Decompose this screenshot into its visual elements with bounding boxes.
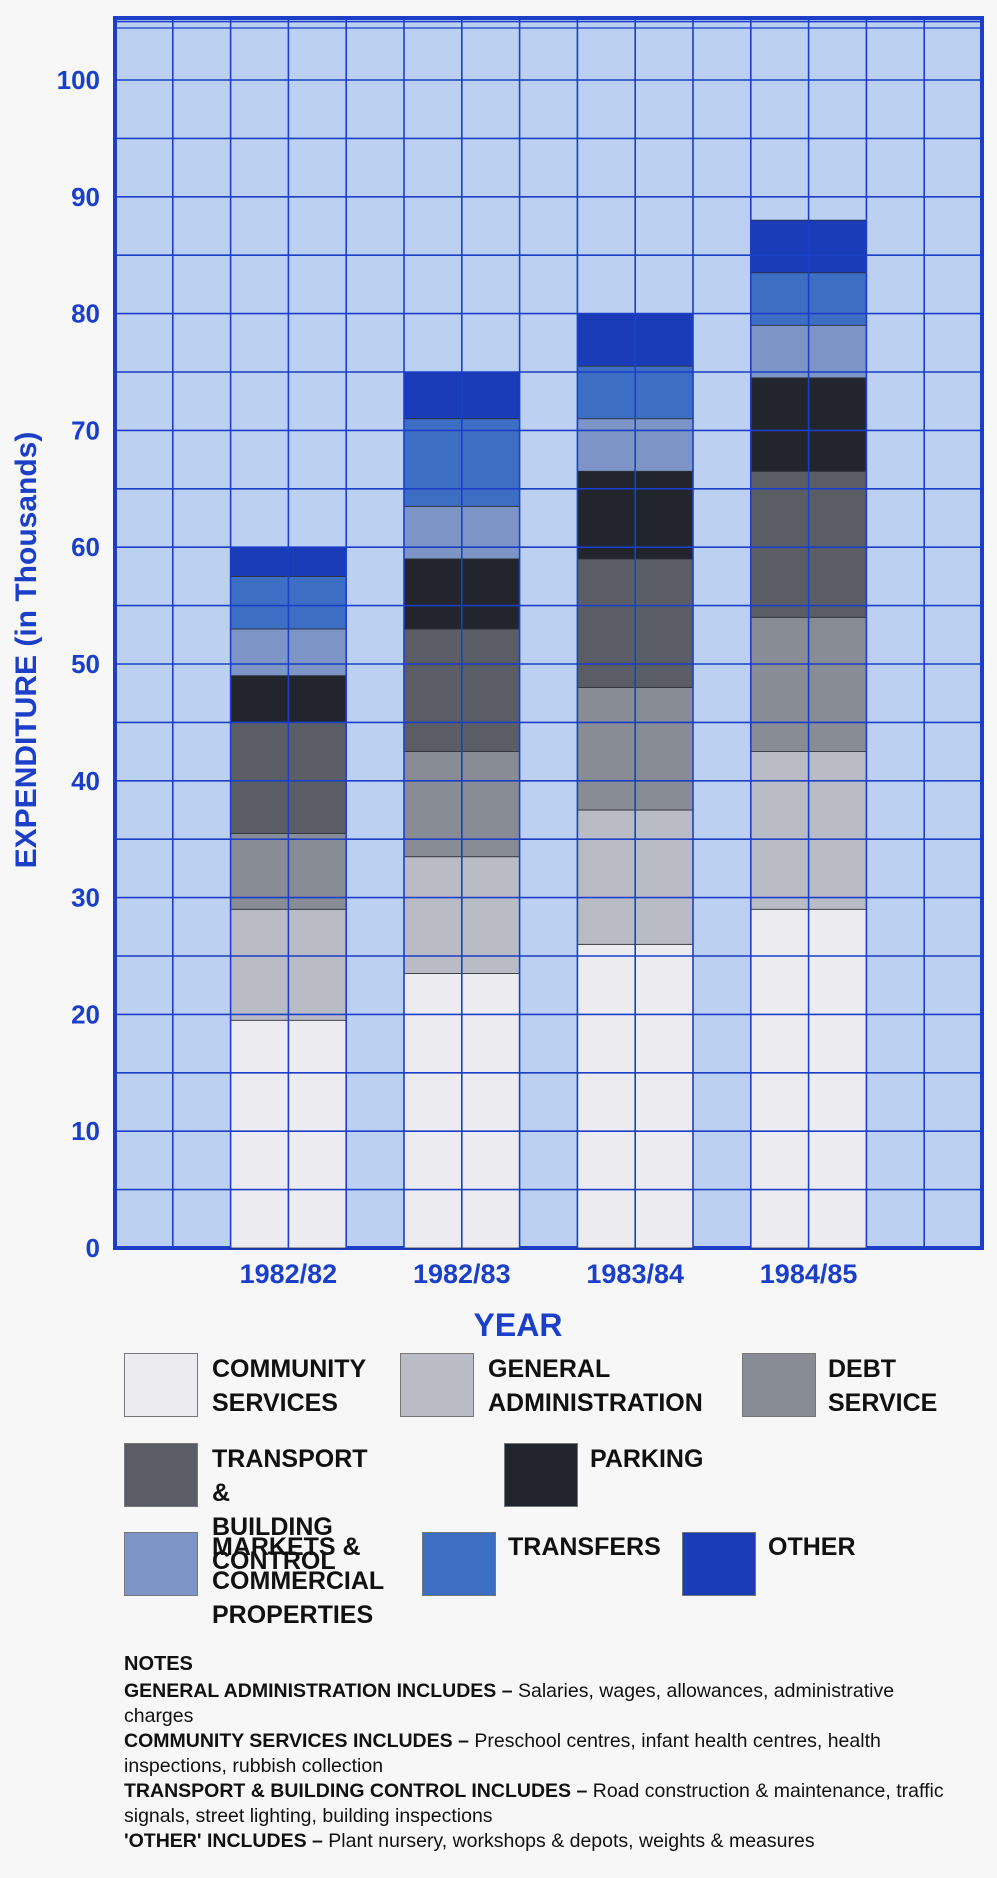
- legend-swatch: [124, 1353, 198, 1417]
- note-value: Plant nursery, workshops & depots, weigh…: [328, 1830, 815, 1852]
- y-tick-label: 30: [71, 883, 100, 913]
- x-tick-label: 1982/83: [413, 1259, 511, 1289]
- y-tick-label: 90: [71, 182, 100, 212]
- y-tick-label: 40: [71, 766, 100, 796]
- y-tick-label: 70: [71, 415, 100, 445]
- legend-swatch: [124, 1532, 198, 1596]
- y-tick-label: 80: [71, 299, 100, 329]
- legend-label: TRANSPORT & BUILDING CONTROL: [212, 1445, 368, 1575]
- note-value: Salaries, wages, allowances, administrat…: [124, 1680, 895, 1727]
- y-tick-label: 0: [86, 1233, 100, 1263]
- notes: NOTES GENERAL ADMINISTRATION INCLUDES – …: [124, 1652, 964, 1854]
- y-tick-label: 50: [71, 649, 100, 679]
- y-tick-label: 60: [71, 532, 100, 562]
- legend-label: MARKETS & COMMERCIAL PROPERTIES: [212, 1533, 385, 1629]
- y-tick-label: 20: [71, 999, 100, 1029]
- note-value: Road construction & maintenance, traffic…: [124, 1780, 944, 1827]
- legend-swatch: [682, 1532, 756, 1596]
- x-axis-label: YEAR: [474, 1307, 563, 1343]
- note-key: TRANSPORT & BUILDING CONTROL INCLUDES –: [124, 1780, 593, 1802]
- note-community-services: COMMUNITY SERVICES INCLUDES – Preschool …: [124, 1729, 964, 1779]
- legend-label: COMMUNITY SERVICES: [212, 1355, 367, 1417]
- x-tick-label: 1982/82: [240, 1259, 338, 1289]
- note-value: Preschool centres, infant health centres…: [124, 1730, 881, 1777]
- y-axis-label: EXPENDITURE (in Thousands): [10, 432, 43, 869]
- legend-swatch: [504, 1443, 578, 1507]
- legend-swatch: [124, 1443, 198, 1507]
- note-other: 'OTHER' INCLUDES – Plant nursery, worksh…: [124, 1829, 964, 1854]
- y-axis-ticks: 0 10 20 30 40 50 60 70 80 90 100: [57, 65, 100, 1263]
- note-key: COMMUNITY SERVICES INCLUDES –: [124, 1730, 475, 1752]
- legend-label: DEBT SERVICE: [828, 1355, 938, 1417]
- y-tick-label: 10: [71, 1116, 100, 1146]
- legend-label: TRANSFERS: [508, 1533, 661, 1561]
- legend-label: PARKING: [590, 1445, 704, 1473]
- note-key: 'OTHER' INCLUDES –: [124, 1830, 329, 1852]
- legend-swatch: [422, 1532, 496, 1596]
- note-key: GENERAL ADMINISTRATION INCLUDES –: [124, 1680, 518, 1702]
- legend-label: GENERAL ADMINISTRATION: [488, 1355, 703, 1417]
- grid: [115, 18, 982, 1248]
- legend-swatch: [400, 1353, 474, 1417]
- y-tick-label: 100: [57, 65, 100, 95]
- note-general-administration: GENERAL ADMINISTRATION INCLUDES – Salari…: [124, 1679, 964, 1729]
- x-axis-ticks: 1982/82 1982/83 1983/84 1984/85: [240, 1259, 858, 1289]
- notes-title: NOTES: [124, 1653, 193, 1675]
- note-transport-building-control: TRANSPORT & BUILDING CONTROL INCLUDES – …: [124, 1779, 964, 1829]
- legend-swatch: [742, 1353, 816, 1417]
- legend-label: OTHER: [768, 1533, 856, 1561]
- x-tick-label: 1984/85: [760, 1259, 858, 1289]
- x-tick-label: 1983/84: [586, 1259, 684, 1289]
